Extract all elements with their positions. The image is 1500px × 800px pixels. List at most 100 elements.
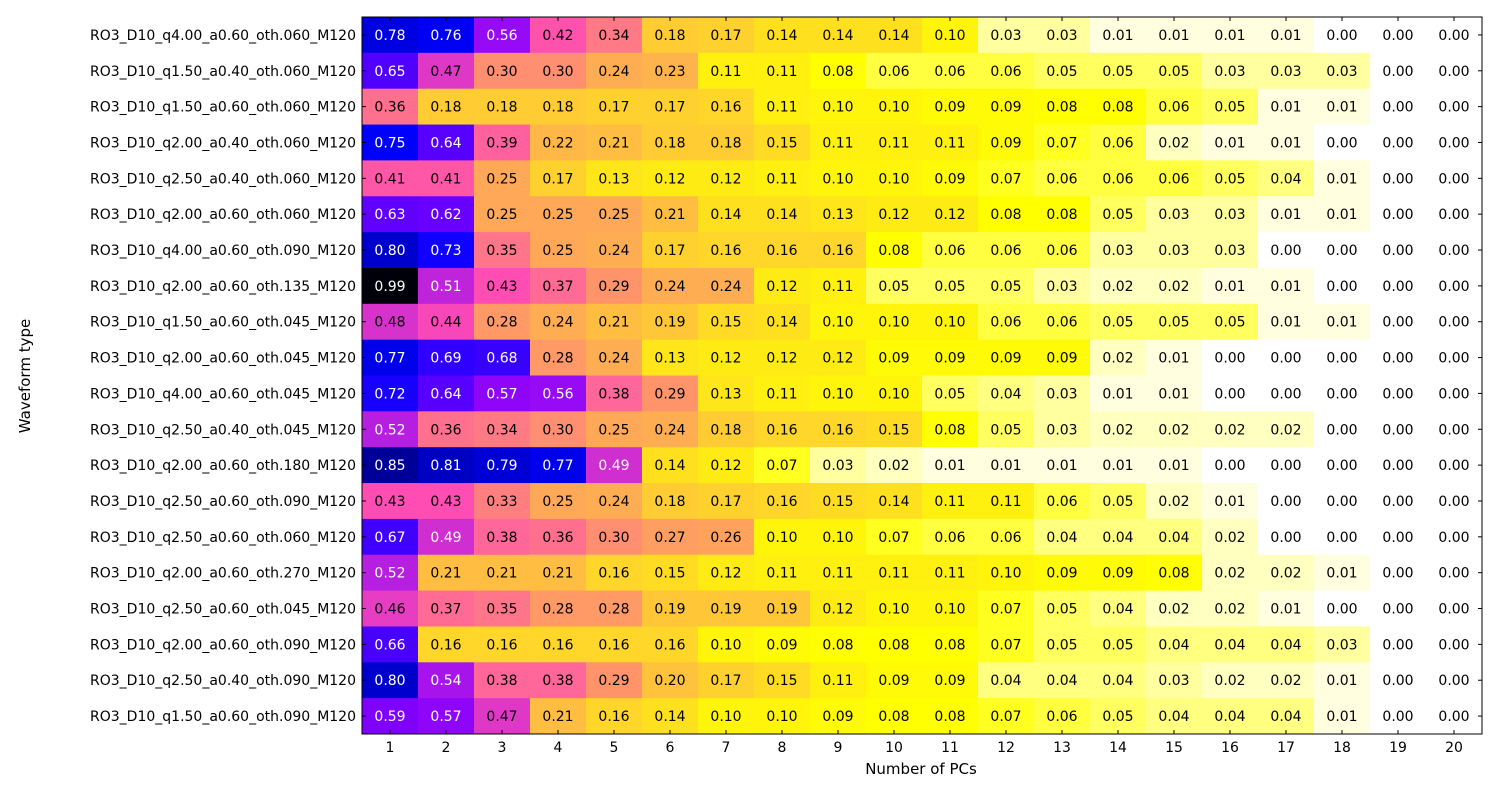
heatmap-cell — [474, 88, 531, 126]
cell-value-label: 0.57 — [486, 386, 517, 402]
cell-value-label: 0.03 — [1046, 386, 1077, 402]
heatmap-cell — [1202, 554, 1259, 592]
cell-value-label: 0.36 — [430, 422, 461, 438]
heatmap-cell — [418, 52, 475, 90]
cell-value-label: 0.08 — [878, 637, 909, 653]
heatmap-cell — [586, 662, 643, 699]
cell-value-label: 0.01 — [1158, 28, 1189, 44]
heatmap-cell — [474, 160, 531, 197]
cell-value-label: 0.10 — [766, 709, 797, 725]
cell-value-label: 0.14 — [654, 709, 685, 725]
cell-value-label: 0.06 — [1102, 171, 1133, 187]
cell-value-label: 0.05 — [934, 279, 965, 295]
cell-value-label: 0.05 — [990, 279, 1021, 295]
cell-value-label: 0.00 — [1382, 279, 1413, 295]
heatmap-cell-labels: 0.78 0.76 0.56 0.42 0.34 0.18 0.17 0.14 0.14 0.14… — [374, 28, 1469, 725]
heatmap-cell — [922, 698, 979, 735]
heatmap-cell — [530, 698, 587, 735]
heatmap-cell — [978, 160, 1035, 197]
heatmap-cell — [362, 232, 419, 269]
heatmap-cell — [1090, 52, 1147, 90]
heatmap-cell — [362, 483, 419, 520]
heatmap-cell — [1146, 52, 1203, 90]
heatmap-cell — [474, 662, 531, 699]
heatmap-cell — [1314, 483, 1371, 520]
heatmap-cell — [362, 590, 419, 627]
cell-value-label: 0.11 — [878, 566, 909, 582]
cell-value-label: 0.04 — [1158, 530, 1189, 546]
cell-value-label: 0.06 — [990, 315, 1021, 331]
cell-value-label: 0.00 — [1438, 279, 1469, 295]
heatmap-cell — [1258, 196, 1315, 233]
cell-value-label: 0.09 — [990, 100, 1021, 116]
cell-value-label: 0.05 — [1102, 494, 1133, 510]
cell-value-label: 0.02 — [1270, 673, 1301, 689]
heatmap-cell — [1146, 590, 1203, 627]
heatmap-cell — [362, 88, 419, 126]
cell-value-label: 0.16 — [598, 709, 629, 725]
cell-value-label: 0.07 — [990, 171, 1021, 187]
cell-value-label: 0.81 — [430, 458, 461, 474]
cell-value-label: 0.73 — [430, 243, 461, 259]
heatmap-cell — [810, 662, 867, 699]
cell-value-label: 0.00 — [1326, 458, 1357, 474]
heatmap-cell — [698, 88, 755, 126]
heatmap-cell — [642, 662, 699, 699]
cell-value-label: 0.85 — [374, 458, 405, 474]
heatmap-cell — [642, 626, 699, 663]
heatmap-cell — [1146, 267, 1203, 305]
heatmap-cell — [810, 124, 867, 161]
cell-value-label: 0.00 — [1382, 135, 1413, 151]
cell-value-label: 0.12 — [710, 351, 741, 367]
heatmap-cell — [1034, 52, 1091, 90]
heatmap-cell — [1202, 411, 1259, 448]
cell-value-label: 0.06 — [990, 64, 1021, 80]
heatmap-cell — [530, 339, 587, 376]
heatmap-cell — [418, 339, 475, 376]
cell-value-label: 0.06 — [934, 530, 965, 546]
cell-value-label: 0.01 — [1158, 458, 1189, 474]
heatmap-cell — [418, 626, 475, 663]
heatmap-cell — [1258, 518, 1315, 556]
y-tick-label: RO3_D10_q2.00_a0.60_oth.270_M120 — [90, 566, 356, 582]
cell-value-label: 0.52 — [374, 566, 405, 582]
heatmap-cell — [1146, 626, 1203, 663]
cell-value-label: 0.09 — [766, 637, 797, 653]
cell-value-label: 0.04 — [1046, 530, 1077, 546]
heatmap-cell — [1090, 339, 1147, 376]
cell-value-label: 0.09 — [1046, 351, 1077, 367]
cell-value-label: 0.28 — [542, 602, 573, 618]
heatmap-cell — [698, 662, 755, 699]
heatmap-cell — [1202, 196, 1259, 233]
cell-value-label: 0.37 — [542, 279, 573, 295]
cell-value-label: 0.10 — [710, 709, 741, 725]
heatmap-cell — [530, 554, 587, 592]
heatmap-cell — [1146, 411, 1203, 448]
cell-value-label: 0.11 — [766, 100, 797, 116]
heatmap-cell — [1314, 590, 1371, 627]
cell-value-label: 0.08 — [934, 637, 965, 653]
x-tick-label: 16 — [1221, 740, 1239, 756]
cell-value-label: 0.05 — [990, 422, 1021, 438]
y-tick-label: RO3_D10_q4.00_a0.60_oth.045_M120 — [90, 386, 356, 402]
heatmap-cell — [1258, 411, 1315, 448]
cell-value-label: 0.01 — [990, 458, 1021, 474]
cell-value-label: 0.69 — [430, 351, 461, 367]
cell-value-label: 0.10 — [878, 171, 909, 187]
cell-value-label: 0.16 — [766, 494, 797, 510]
cell-value-label: 0.64 — [430, 135, 461, 151]
y-tick-label: RO3_D10_q2.00_a0.60_oth.060_M120 — [90, 207, 356, 223]
x-tick-label: 20 — [1445, 740, 1463, 756]
heatmap-cell — [1090, 447, 1147, 484]
heatmap-cell — [642, 339, 699, 376]
cell-value-label: 0.25 — [598, 422, 629, 438]
heatmap-cell — [1146, 339, 1203, 376]
heatmap-cell — [1314, 267, 1371, 305]
heatmap-cell — [754, 411, 811, 448]
cell-value-label: 0.06 — [1046, 494, 1077, 510]
cell-value-label: 0.03 — [1214, 64, 1245, 80]
heatmap-cell — [586, 698, 643, 735]
heatmap-cell — [586, 518, 643, 556]
heatmap-cell — [922, 196, 979, 233]
heatmap-cell — [754, 698, 811, 735]
